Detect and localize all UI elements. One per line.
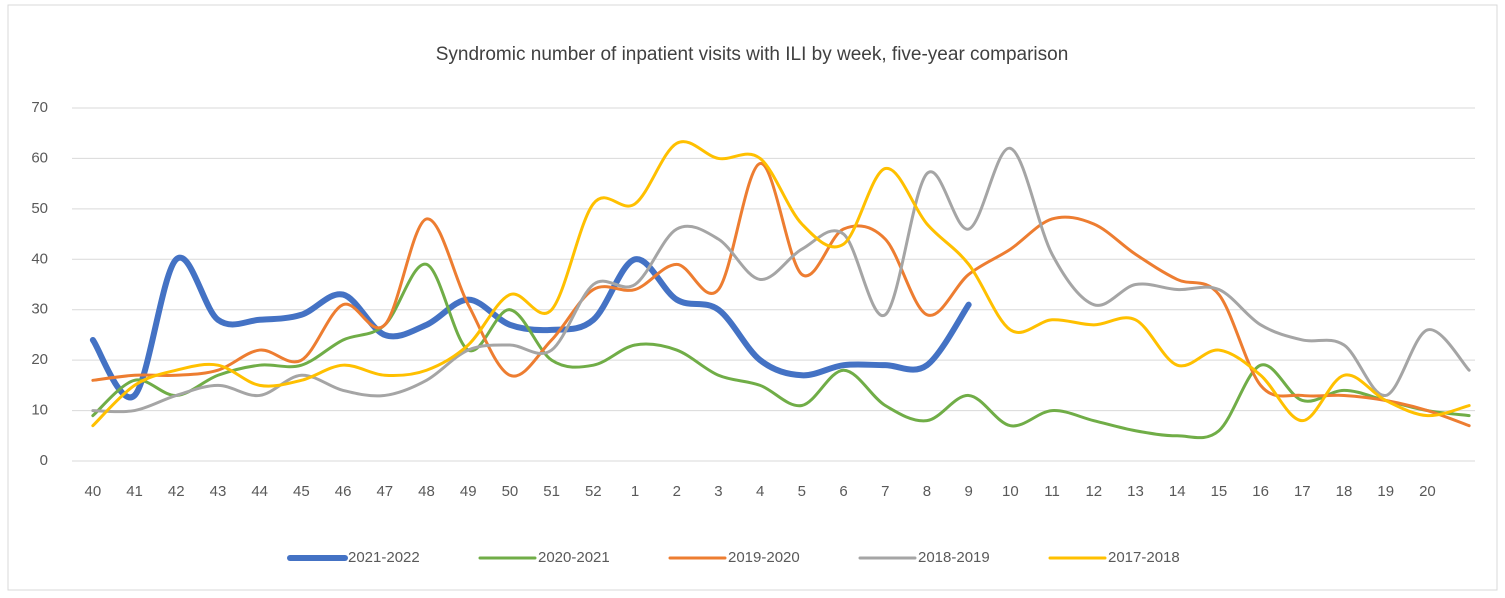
x-tick-label: 43 bbox=[210, 483, 227, 500]
x-tick-label: 6 bbox=[839, 483, 847, 500]
y-tick-label: 10 bbox=[31, 402, 48, 419]
y-tick-label: 70 bbox=[31, 99, 48, 116]
x-tick-label: 48 bbox=[418, 483, 435, 500]
x-tick-label: 2 bbox=[673, 483, 681, 500]
y-tick-label: 30 bbox=[31, 301, 48, 318]
legend-label: 2019-2020 bbox=[728, 549, 800, 566]
x-tick-label: 19 bbox=[1377, 483, 1394, 500]
series-line bbox=[89, 254, 972, 401]
x-tick-label: 47 bbox=[376, 483, 393, 500]
x-tick-label: 12 bbox=[1085, 483, 1102, 500]
series-line bbox=[91, 262, 1471, 440]
x-tick-label: 42 bbox=[168, 483, 185, 500]
x-tick-label: 14 bbox=[1169, 483, 1186, 500]
chart-border bbox=[7, 4, 1498, 591]
legend-label: 2018-2019 bbox=[918, 549, 990, 566]
x-tick-label: 41 bbox=[126, 483, 143, 500]
x-tick-label: 3 bbox=[714, 483, 722, 500]
y-tick-label: 60 bbox=[31, 149, 48, 166]
x-tick-label: 46 bbox=[335, 483, 352, 500]
y-tick-label: 40 bbox=[31, 250, 48, 267]
y-tick-label: 0 bbox=[40, 452, 48, 469]
x-tick-label: 11 bbox=[1044, 483, 1060, 500]
chart-title: Syndromic number of inpatient visits wit… bbox=[436, 44, 1069, 65]
x-tick-label: 5 bbox=[798, 483, 806, 500]
x-tick-label: 52 bbox=[585, 483, 602, 500]
legend-label: 2020-2021 bbox=[538, 549, 610, 566]
x-tick-label: 50 bbox=[502, 483, 519, 500]
x-tick-label: 51 bbox=[543, 483, 560, 500]
x-tick-label: 18 bbox=[1336, 483, 1353, 500]
x-tick-label: 15 bbox=[1211, 483, 1228, 500]
x-tick-label: 4 bbox=[756, 483, 764, 500]
y-tick-label: 50 bbox=[31, 200, 48, 217]
x-tick-label: 49 bbox=[460, 483, 477, 500]
x-tick-label: 44 bbox=[251, 483, 268, 500]
x-tick-label: 10 bbox=[1002, 483, 1019, 500]
series-line bbox=[91, 161, 1471, 428]
x-tick-label: 8 bbox=[923, 483, 931, 500]
x-tick-label: 20 bbox=[1419, 483, 1436, 500]
legend-label: 2017-2018 bbox=[1108, 549, 1180, 566]
legend-label: 2021-2022 bbox=[348, 549, 420, 566]
x-tick-label: 7 bbox=[881, 483, 889, 500]
x-tick-label: 17 bbox=[1294, 483, 1311, 500]
x-tick-label: 1 bbox=[631, 483, 639, 500]
y-tick-label: 20 bbox=[31, 351, 48, 368]
x-tick-label: 9 bbox=[965, 483, 973, 500]
x-tick-label: 45 bbox=[293, 483, 310, 500]
x-tick-label: 16 bbox=[1252, 483, 1269, 500]
series-line bbox=[91, 146, 1471, 414]
x-tick-label: 40 bbox=[85, 483, 102, 500]
series-line bbox=[91, 140, 1471, 428]
x-tick-label: 13 bbox=[1127, 483, 1144, 500]
